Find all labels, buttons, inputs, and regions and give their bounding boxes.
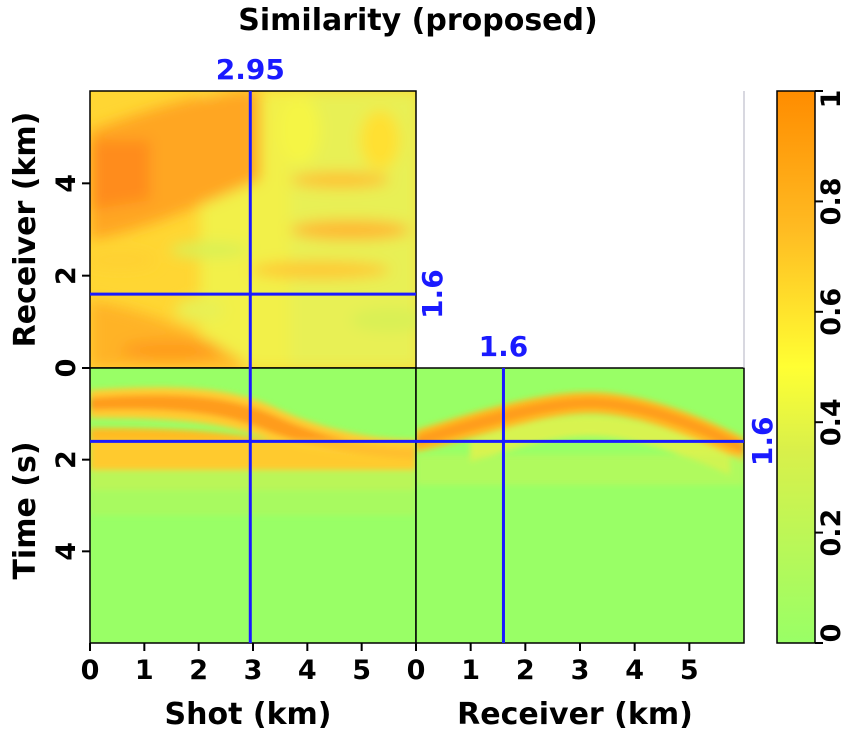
- ylabel-receiver: Receiver (km): [8, 112, 43, 348]
- colorbar-tick-label-4: 0.8: [816, 177, 846, 225]
- colorbar-tick-label-1: 0.2: [816, 509, 846, 557]
- colorbar-ticks: 0 0.2 0.4 0.6 0.8 1: [815, 90, 846, 644]
- xtick-label-shot-0: 0: [81, 655, 100, 686]
- colorbar-tick-label-3: 0.6: [816, 288, 846, 336]
- ytick-label-receiver-1: 2: [51, 266, 82, 285]
- xtick-label-receiver-2: 2: [516, 655, 535, 686]
- time-slice-label: 1.6: [746, 417, 779, 467]
- xtick-label-receiver-3: 3: [571, 655, 590, 686]
- xtick-label-shot-4: 4: [298, 655, 317, 686]
- ytick-label-time-0: 2: [51, 450, 82, 469]
- shot-slice-label: 2.95: [216, 53, 285, 86]
- xtick-label-receiver-5: 5: [680, 655, 699, 686]
- xtick-label-shot-3: 3: [244, 655, 263, 686]
- panel-receiver-time: [416, 368, 744, 643]
- receiver-slice-label-top: 1.6: [416, 269, 449, 319]
- ytick-label-receiver-0: 0: [51, 359, 82, 378]
- xtick-label-receiver-1: 1: [461, 655, 480, 686]
- xlabel-receiver: Receiver (km): [457, 697, 693, 732]
- xlabel-shot: Shot (km): [165, 697, 332, 732]
- colorbar-tick-label-2: 0.4: [816, 398, 846, 446]
- xtick-label-shot-2: 2: [189, 655, 208, 686]
- panel-shot-time: [90, 368, 416, 643]
- axes: 0 2 4 2 4 Receiver (km) Time (s) 0 1 2 3 4 5 0 1 2 3 4 5 Sh…: [8, 112, 699, 732]
- xtick-label-shot-5: 5: [352, 655, 371, 686]
- xtick-label-receiver-0: 0: [407, 655, 426, 686]
- receiver-slice-label-bottom: 1.6: [479, 330, 529, 363]
- colorbar-bar: [776, 90, 816, 644]
- xtick-label-receiver-4: 4: [625, 655, 644, 686]
- colorbar: 0 0.2 0.4 0.6 0.8 1: [776, 90, 846, 644]
- colorbar-tick-label-5: 1: [816, 90, 846, 109]
- ytick-label-receiver-2: 4: [51, 174, 82, 193]
- ytick-label-time-1: 4: [51, 542, 82, 561]
- ylabel-time: Time (s): [8, 441, 43, 579]
- chart-title: Similarity (proposed): [238, 3, 597, 38]
- colorbar-tick-label-0: 0: [816, 624, 846, 643]
- panel-shot-receiver: [90, 91, 416, 368]
- xtick-label-shot-1: 1: [135, 655, 154, 686]
- slice-markers: 2.95 1.6 1.6 1.6: [90, 53, 779, 643]
